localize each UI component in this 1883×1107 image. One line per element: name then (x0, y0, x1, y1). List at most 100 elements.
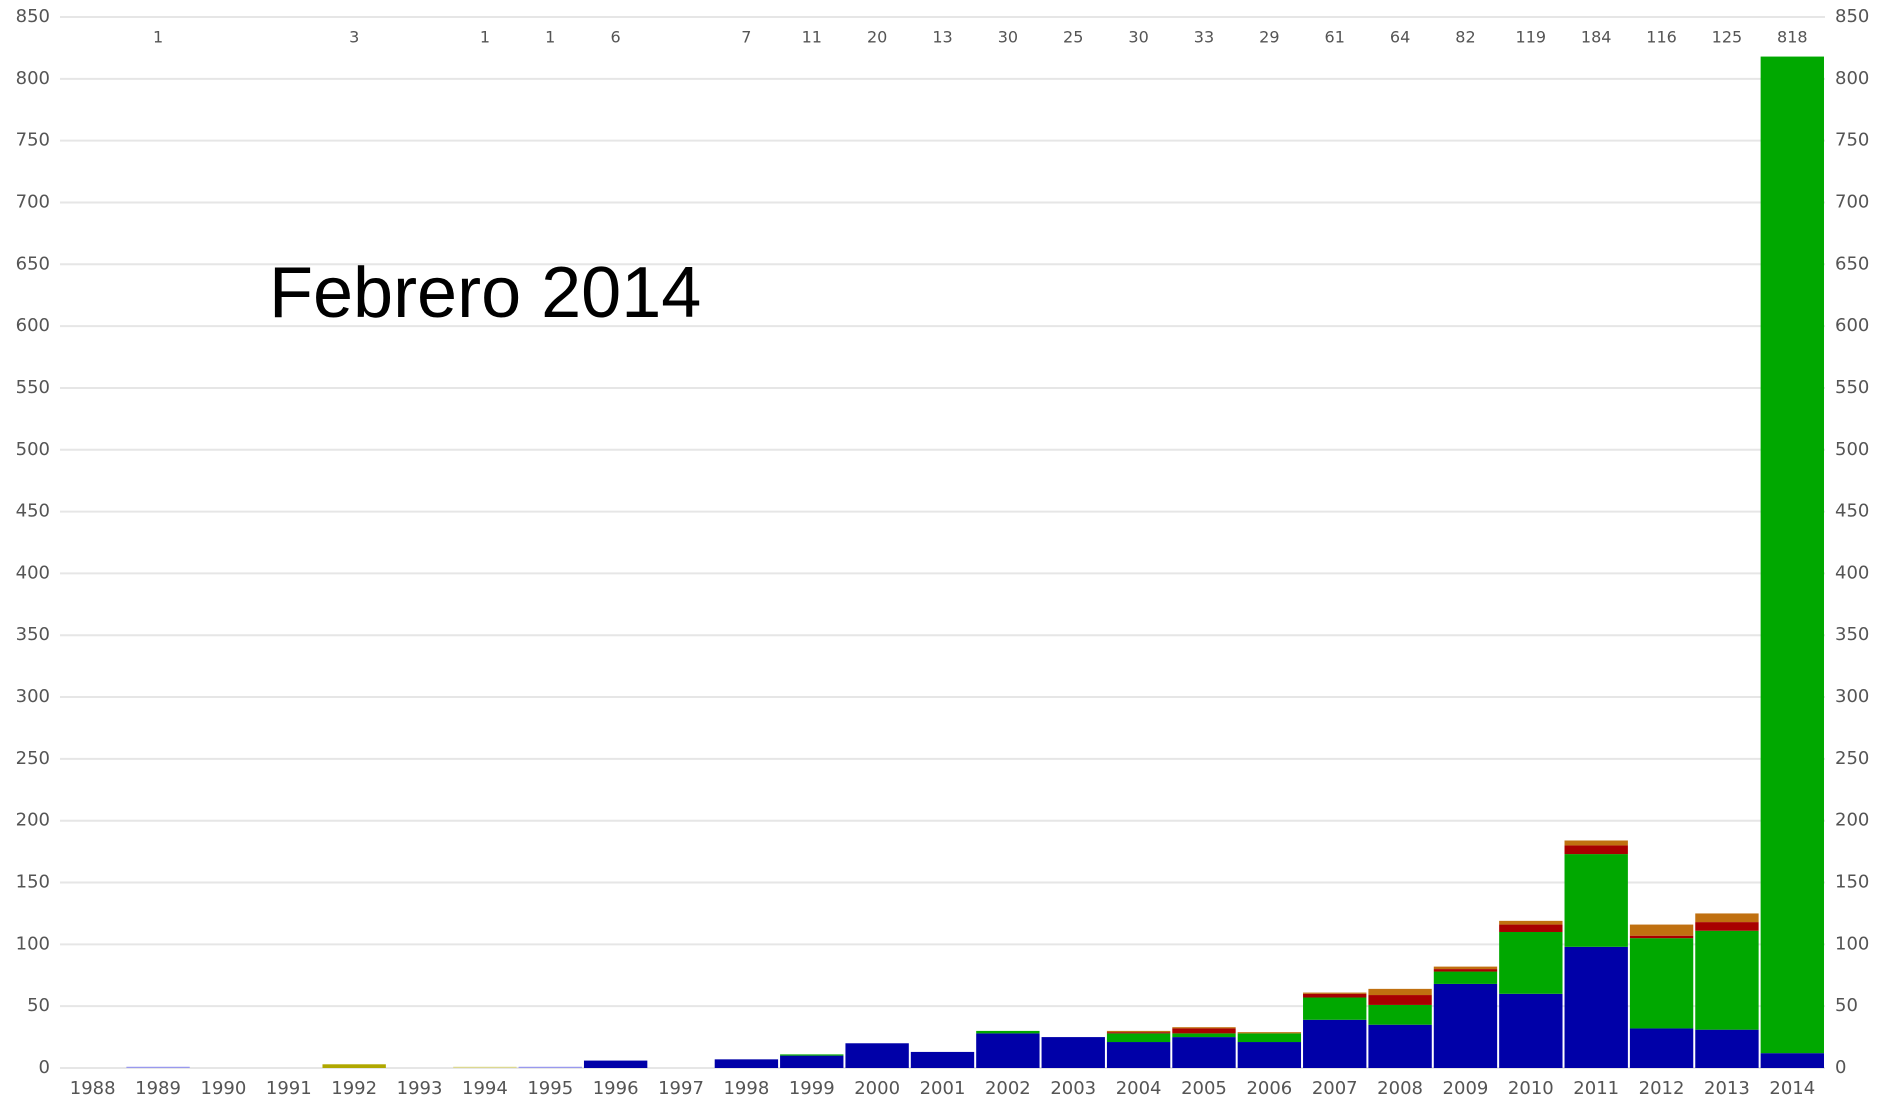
x-tick-label: 1994 (462, 1078, 508, 1099)
y2-tick-label: 100 (1835, 933, 1869, 954)
bar-segment (1629, 935, 1694, 939)
x-tick-label: 2009 (1443, 1078, 1489, 1099)
y-tick-label: 350 (16, 624, 50, 645)
x-tick-label: 1999 (789, 1078, 835, 1099)
bar-segment (845, 1043, 909, 1068)
bar-segment (1564, 946, 1628, 1068)
y2-tick-label: 800 (1835, 68, 1869, 89)
bar-segment (780, 1055, 844, 1068)
bar-segment (126, 1066, 190, 1068)
y-tick-label: 300 (16, 686, 50, 707)
y2-tick-label: 450 (1835, 501, 1869, 522)
x-tick-label: 2007 (1312, 1078, 1358, 1099)
bar-segment (1303, 997, 1367, 1020)
total-label: 20 (867, 28, 887, 47)
bar-segment (1695, 913, 1759, 923)
total-label: 1 (545, 28, 555, 47)
bar-segment (1303, 992, 1367, 994)
bar-segment (1499, 920, 1563, 925)
y-tick-label: 650 (16, 253, 50, 274)
x-tick-label: 1990 (201, 1078, 247, 1099)
bar-segment (1433, 966, 1498, 970)
total-label: 29 (1259, 28, 1279, 47)
x-tick-label: 2013 (1704, 1078, 1750, 1099)
total-label: 25 (1063, 28, 1083, 47)
y2-tick-label: 600 (1835, 315, 1869, 336)
y-tick-label: 50 (27, 995, 50, 1016)
y-tick-label: 150 (16, 872, 50, 893)
bar-segment (1106, 1042, 1171, 1068)
total-label: 116 (1646, 28, 1677, 47)
total-label: 33 (1194, 28, 1214, 47)
bar-segment (714, 1059, 779, 1068)
y2-tick-label: 200 (1835, 810, 1869, 831)
total-label: 1 (153, 28, 163, 47)
x-tick-label: 2002 (985, 1078, 1031, 1099)
bar-segment (976, 1033, 1040, 1068)
total-label: 64 (1390, 28, 1410, 47)
y-tick-label: 450 (16, 501, 50, 522)
bar-segment (1499, 924, 1563, 932)
x-tick-label: 2012 (1639, 1078, 1685, 1099)
y-tick-label: 750 (16, 130, 50, 151)
y2-tick-label: 0 (1835, 1057, 1846, 1078)
y-tick-label: 100 (16, 933, 50, 954)
x-tick-label: 1998 (723, 1078, 769, 1099)
bar-segment (1237, 1032, 1302, 1034)
x-tick-label: 2005 (1181, 1078, 1227, 1099)
y2-tick-label: 50 (1835, 995, 1858, 1016)
total-label: 7 (741, 28, 751, 47)
y2-tick-label: 650 (1835, 253, 1869, 274)
bar-segment (1433, 969, 1498, 972)
y-tick-label: 250 (16, 748, 50, 769)
y-tick-label: 850 (16, 6, 50, 27)
total-label: 30 (998, 28, 1018, 47)
x-tick-label: 2010 (1508, 1078, 1554, 1099)
y2-tick-label: 250 (1835, 748, 1869, 769)
total-label: 1 (480, 28, 490, 47)
bar-segment (583, 1060, 648, 1068)
bar-segment (1564, 854, 1628, 947)
bar-segment (1629, 938, 1694, 1029)
bar-segment (1041, 1037, 1105, 1068)
bar-segment (1106, 1030, 1171, 1033)
bar-segment (910, 1051, 975, 1068)
y2-tick-label: 400 (1835, 562, 1869, 583)
total-label: 184 (1581, 28, 1612, 47)
y2-tick-label: 700 (1835, 191, 1869, 212)
total-label: 119 (1516, 28, 1547, 47)
bar-segment (1695, 922, 1759, 931)
bar-segment (1237, 1042, 1302, 1068)
x-tick-label: 1992 (331, 1078, 377, 1099)
total-label: 61 (1325, 28, 1345, 47)
bar-segment (1564, 845, 1628, 855)
x-tick-label: 1995 (527, 1078, 573, 1099)
bar-segment (1106, 1033, 1171, 1043)
bar-segment (1172, 1033, 1236, 1038)
y2-tick-label: 150 (1835, 872, 1869, 893)
y-tick-label: 400 (16, 562, 50, 583)
total-label: 3 (349, 28, 359, 47)
x-tick-label: 2006 (1246, 1078, 1292, 1099)
annotation: Febrero 2014 (269, 253, 701, 333)
bar-segment (1760, 56, 1824, 1054)
y2-tick-label: 850 (1835, 6, 1869, 27)
x-tick-label: 2008 (1377, 1078, 1423, 1099)
bar-segment (1368, 1004, 1432, 1025)
y-tick-label: 200 (16, 810, 50, 831)
y-tick-label: 800 (16, 68, 50, 89)
total-label: 6 (611, 28, 621, 47)
total-label: 30 (1128, 28, 1148, 47)
bar-segment (976, 1030, 1040, 1034)
total-label: 13 (932, 28, 952, 47)
bar-segment (1172, 1037, 1236, 1068)
x-tick-label: 2011 (1573, 1078, 1619, 1099)
y2-tick-label: 550 (1835, 377, 1869, 398)
y2-tick-label: 750 (1835, 130, 1869, 151)
x-tick-label: 1996 (593, 1078, 639, 1099)
x-tick-label: 1989 (135, 1078, 181, 1099)
y2-tick-label: 350 (1835, 624, 1869, 645)
x-tick-label: 1993 (397, 1078, 443, 1099)
bar-segment (1106, 1032, 1171, 1034)
